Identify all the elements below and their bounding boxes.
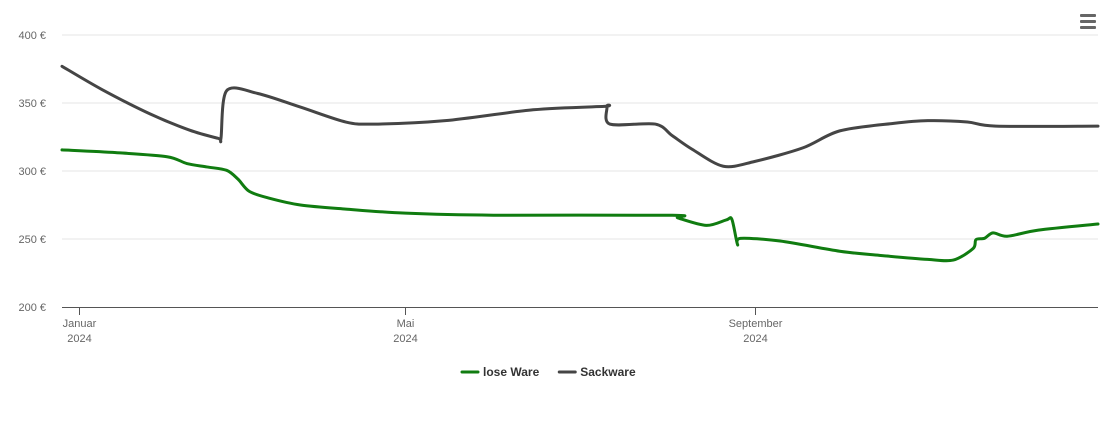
hamburger-menu-icon[interactable] [1076,10,1100,32]
x-tick-month: Januar [63,318,97,330]
legend-item-lose-ware[interactable]: lose Ware [460,365,540,379]
x-tick-year: 2024 [743,333,767,345]
y-tick-label: 200 € [18,302,46,314]
grid-lines [62,34,1098,240]
y-tick-label: 400 € [18,30,46,42]
y-axis: 200 € 250 € 300 € 350 € 400 € [18,30,46,314]
y-tick-label: 350 € [18,98,46,110]
legend[interactable]: lose Ware Sackware [460,365,636,379]
legend-label: Sackware [580,365,636,379]
x-tick-year: 2024 [393,333,417,345]
y-tick-label: 250 € [18,234,46,246]
series-lines [60,64,1100,263]
x-tick-year: 2024 [67,333,91,345]
x-tick-month: September [729,318,783,330]
y-tick-label: 300 € [18,166,46,178]
legend-label: lose Ware [483,365,540,379]
x-axis: Januar 2024 Mai 2024 September 2024 [62,307,1098,345]
x-tick-month: Mai [397,318,415,330]
series-line-lose-ware[interactable] [60,148,1100,263]
legend-item-sackware[interactable]: Sackware [557,365,636,379]
series-line-sackware[interactable] [60,64,1100,169]
